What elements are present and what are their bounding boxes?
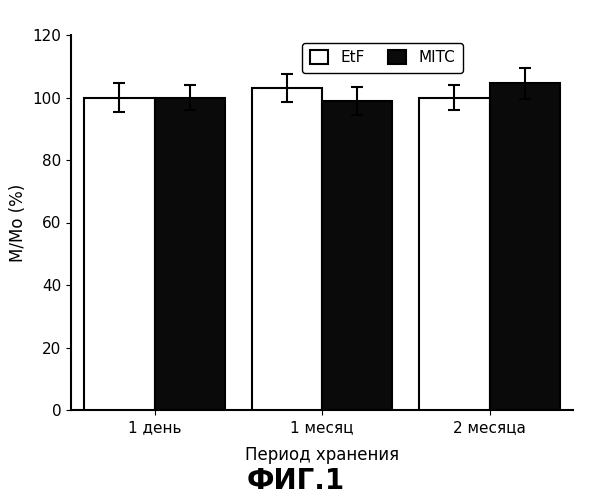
Y-axis label: M/Mo (%): M/Mo (%) [9,184,27,262]
Bar [322,100,392,410]
X-axis label: Период хранения: Период хранения [245,446,399,464]
Legend: EtF, MITC: EtF, MITC [302,42,463,73]
Bar [155,98,225,410]
Text: ФИГ.1: ФИГ.1 [246,467,345,495]
Bar [419,98,489,410]
Bar [85,98,155,410]
Bar [489,84,560,410]
Bar [252,88,322,410]
